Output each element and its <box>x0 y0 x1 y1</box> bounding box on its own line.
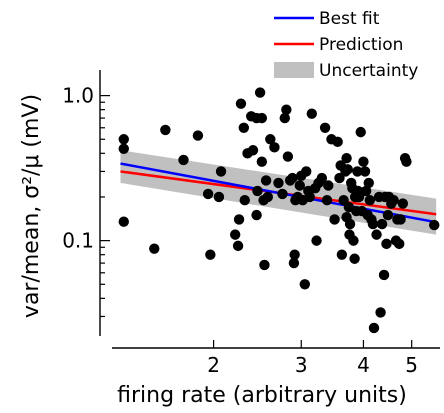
data-point <box>259 259 270 271</box>
data-point <box>235 98 247 109</box>
data-point <box>281 104 292 115</box>
data-point <box>265 134 276 145</box>
data-point <box>289 249 300 260</box>
data-point <box>394 238 405 250</box>
data-point <box>178 154 189 166</box>
data-point <box>341 153 352 164</box>
legend-label: Prediction <box>319 35 403 55</box>
data-point <box>202 188 214 200</box>
data-point <box>239 195 250 206</box>
data-point <box>342 164 353 175</box>
data-point <box>205 249 216 260</box>
x-tick-label: 5 <box>405 353 418 377</box>
data-point <box>348 235 359 246</box>
data-point <box>273 177 284 189</box>
data-point <box>256 156 268 167</box>
data-point <box>251 209 262 221</box>
data-point <box>401 156 412 167</box>
data-point <box>149 243 160 254</box>
y-tick-label: 0.1 <box>62 229 94 253</box>
data-point <box>344 218 356 230</box>
data-point <box>375 307 386 318</box>
axes-layer: 0.1 1.0 2 3 4 5 <box>62 70 440 377</box>
data-point <box>311 235 322 246</box>
data-point <box>247 145 259 156</box>
data-point <box>358 156 369 167</box>
data-point <box>254 87 266 98</box>
data-point <box>319 122 331 133</box>
data-point <box>382 209 394 221</box>
data-point <box>429 219 440 231</box>
legend: Best fit Prediction Uncertainty <box>274 9 418 81</box>
legend-swatch-uncertainty <box>274 62 314 78</box>
data-point <box>367 218 379 230</box>
data-point <box>334 172 345 184</box>
data-point <box>279 112 290 124</box>
data-point <box>321 195 333 206</box>
data-point <box>238 122 250 133</box>
data-point <box>353 191 365 203</box>
data-point <box>282 151 294 162</box>
data-point <box>368 322 380 334</box>
y-tick-label: 1.0 <box>62 84 94 108</box>
data-point <box>359 166 371 177</box>
x-tick-label: 2 <box>207 353 220 377</box>
data-point <box>233 214 245 225</box>
data-point <box>118 216 129 227</box>
data-point <box>229 229 241 240</box>
data-point <box>306 108 317 119</box>
data-point <box>277 188 288 200</box>
data-point <box>118 134 129 145</box>
data-point <box>304 191 315 203</box>
x-tick-label: 4 <box>357 353 370 377</box>
x-axis-label: firing rate (arbitrary units) <box>117 383 407 408</box>
data-point <box>294 180 306 191</box>
data-point <box>256 112 268 124</box>
data-point <box>329 214 340 225</box>
data-point <box>288 257 300 269</box>
data-point <box>192 130 204 141</box>
data-point <box>316 172 328 184</box>
data-point <box>376 218 388 230</box>
x-tick-label: 3 <box>295 353 308 377</box>
data-point <box>252 185 263 197</box>
data-point <box>381 238 392 250</box>
data-point <box>287 172 298 184</box>
data-point <box>388 195 399 206</box>
data-point <box>262 191 274 203</box>
data-point <box>355 126 366 138</box>
data-point <box>360 185 372 197</box>
data-point <box>323 180 334 191</box>
data-point <box>378 269 390 281</box>
data-point <box>395 214 406 225</box>
data-point <box>364 195 376 206</box>
data-point <box>299 279 311 290</box>
data-point <box>363 177 374 189</box>
data-point <box>118 143 129 154</box>
data-point <box>269 142 280 153</box>
data-point <box>397 198 409 209</box>
data-point <box>336 249 348 260</box>
data-point <box>371 229 382 240</box>
data-point <box>160 124 171 136</box>
legend-label: Best fit <box>319 9 380 29</box>
data-point <box>232 240 244 252</box>
data-point <box>260 175 272 186</box>
data-point <box>215 166 227 177</box>
data-point <box>332 136 343 148</box>
data-point <box>301 166 312 177</box>
data-point <box>352 166 363 177</box>
data-point <box>213 191 225 203</box>
data-point <box>349 253 360 264</box>
legend-label: Uncertainty <box>319 61 418 81</box>
y-axis-label: var/mean, σ²/μ (mV) <box>19 94 44 318</box>
data-points-layer <box>118 87 440 334</box>
